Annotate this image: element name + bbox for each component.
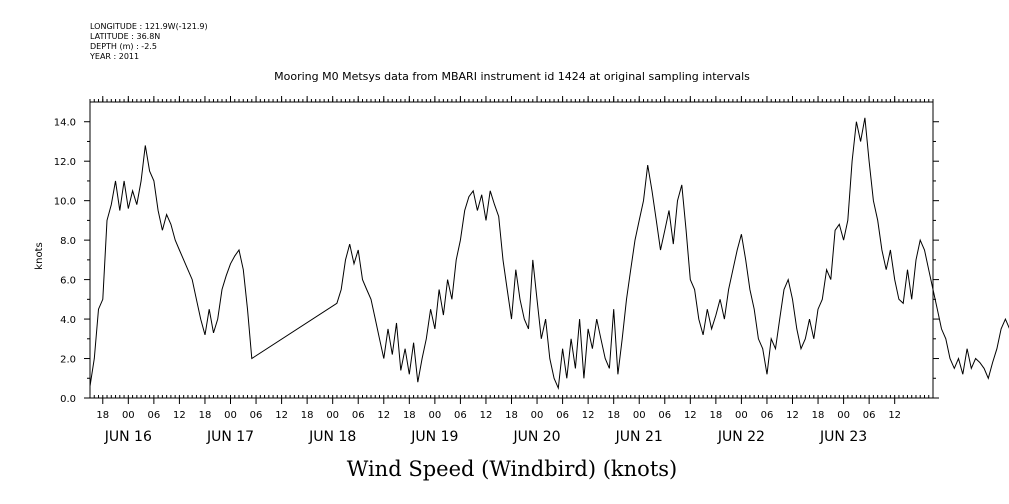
x-hour-label: 00 bbox=[326, 410, 339, 421]
x-hour-label: 18 bbox=[709, 410, 722, 421]
x-axis: 18 00 06 12 18 00 06 12 18 00 06 12 18 00 06 12 18 00 06 12… bbox=[89, 96, 934, 445]
y-tick-label: 6.0 bbox=[60, 276, 76, 287]
depth-label: DEPTH (m) : -2.5 bbox=[90, 42, 157, 51]
y-tick-label: 2.0 bbox=[60, 355, 76, 366]
x-day-label: JUN 21 bbox=[615, 429, 663, 445]
x-axis-label: Wind Speed (Windbird) (knots) bbox=[347, 457, 677, 481]
y-tick-label: 14.0 bbox=[54, 118, 76, 129]
series-group bbox=[89, 117, 1009, 391]
x-hour-label: 12 bbox=[786, 410, 799, 421]
x-hour-label: 12 bbox=[684, 410, 697, 421]
x-hour-label: 12 bbox=[888, 410, 901, 421]
chart-title: Mooring M0 Metsys data from MBARI instru… bbox=[274, 70, 750, 83]
x-hour-label: 06 bbox=[147, 410, 160, 421]
latitude-label: LATITUDE : 36.8N bbox=[90, 32, 161, 41]
x-hour-label: 12 bbox=[377, 410, 390, 421]
x-hour-label: 06 bbox=[352, 410, 365, 421]
x-hour-label: 00 bbox=[224, 410, 237, 421]
y-tick-label: 4.0 bbox=[60, 315, 76, 326]
x-hour-label: 12 bbox=[275, 410, 288, 421]
station-metadata: LONGITUDE : 121.9W(-121.9) LATITUDE : 36… bbox=[90, 22, 208, 62]
x-day-label: JUN 20 bbox=[512, 429, 560, 445]
x-hour-label: 18 bbox=[96, 410, 109, 421]
x-hour-label: 12 bbox=[173, 410, 186, 421]
x-day-label: JUN 19 bbox=[410, 429, 458, 445]
x-hour-label: 06 bbox=[454, 410, 467, 421]
year-label: YEAR : 2011 bbox=[90, 52, 140, 61]
y-tick-label: 8.0 bbox=[60, 236, 76, 247]
x-hour-label: 12 bbox=[480, 410, 493, 421]
y-axis: 0.0 2.0 4.0 6.0 8.0 10.0 12.0 14.0 bbox=[54, 118, 939, 405]
x-hour-label: 00 bbox=[735, 410, 748, 421]
x-day-label: JUN 23 bbox=[819, 429, 867, 445]
x-hour-label: 06 bbox=[863, 410, 876, 421]
plot-frame bbox=[89, 101, 934, 399]
y-tick-label: 10.0 bbox=[54, 197, 76, 208]
x-hour-label: 06 bbox=[658, 410, 671, 421]
x-hour-label: 00 bbox=[122, 410, 135, 421]
longitude-label: LONGITUDE : 121.9W(-121.9) bbox=[90, 22, 208, 31]
x-hour-label: 18 bbox=[607, 410, 620, 421]
x-day-label: JUN 18 bbox=[308, 429, 356, 445]
x-hour-label: 00 bbox=[837, 410, 850, 421]
x-day-label: JUN 17 bbox=[206, 429, 254, 445]
x-hour-label: 18 bbox=[301, 410, 314, 421]
x-hour-label: 18 bbox=[199, 410, 212, 421]
x-day-label: JUN 22 bbox=[717, 429, 765, 445]
x-hour-label: 18 bbox=[403, 410, 416, 421]
series-line bbox=[89, 117, 1009, 391]
y-tick-label: 12.0 bbox=[54, 157, 76, 168]
x-hour-label: 12 bbox=[582, 410, 595, 421]
y-axis-label: knots bbox=[34, 242, 45, 269]
x-hour-label: 06 bbox=[250, 410, 263, 421]
x-hour-label: 00 bbox=[531, 410, 544, 421]
x-hour-label: 06 bbox=[761, 410, 774, 421]
x-hour-label: 00 bbox=[428, 410, 441, 421]
y-tick-label: 0.0 bbox=[60, 394, 76, 405]
x-hour-label: 00 bbox=[633, 410, 646, 421]
x-hour-label: 18 bbox=[812, 410, 825, 421]
x-hour-label: 18 bbox=[505, 410, 518, 421]
x-day-label: JUN 16 bbox=[104, 429, 152, 445]
x-hour-label: 06 bbox=[556, 410, 569, 421]
